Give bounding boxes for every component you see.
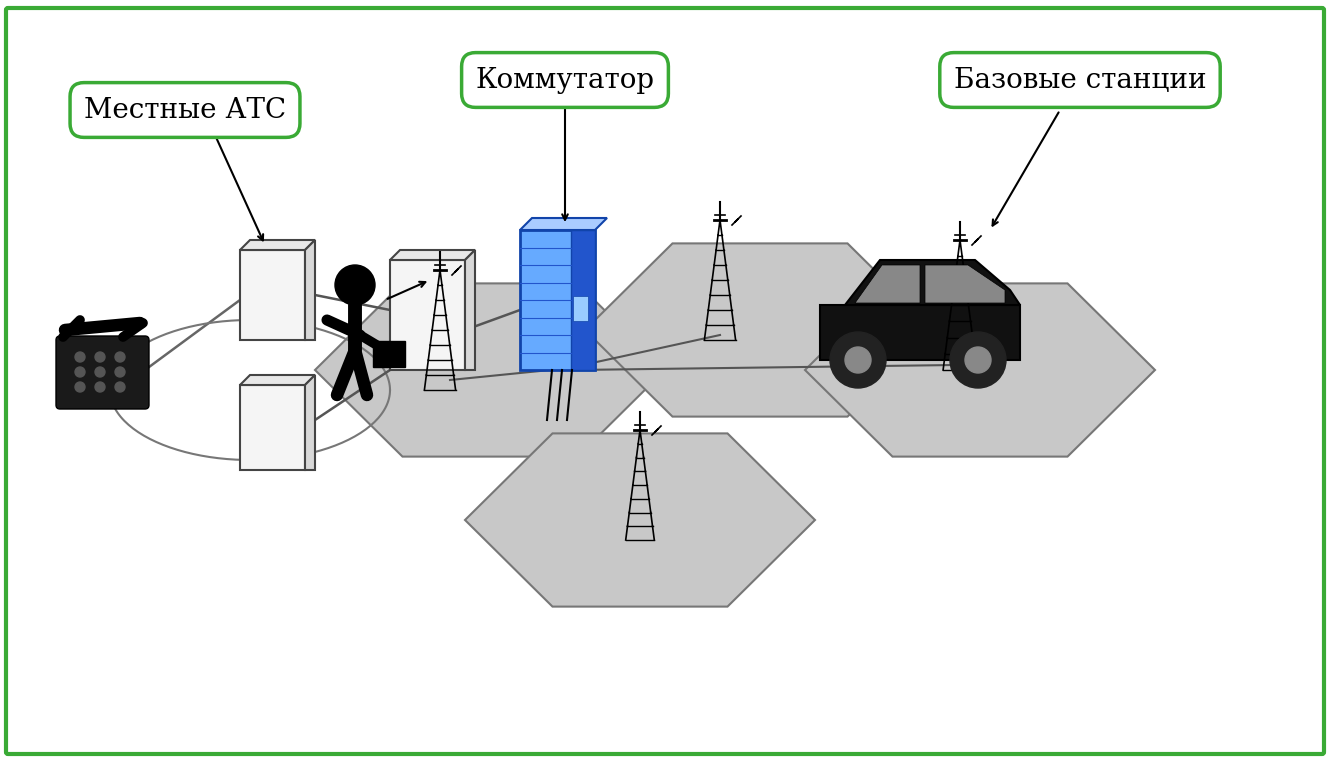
Polygon shape: [465, 433, 815, 606]
Circle shape: [830, 332, 886, 388]
Polygon shape: [844, 260, 1020, 305]
Polygon shape: [585, 243, 935, 416]
FancyBboxPatch shape: [240, 385, 305, 470]
Circle shape: [115, 367, 125, 377]
FancyBboxPatch shape: [56, 336, 149, 409]
Polygon shape: [305, 240, 314, 340]
Circle shape: [115, 352, 125, 362]
Polygon shape: [465, 250, 476, 370]
Circle shape: [75, 352, 85, 362]
Polygon shape: [314, 283, 665, 457]
Polygon shape: [390, 250, 476, 260]
FancyBboxPatch shape: [373, 341, 405, 367]
Text: Коммутатор: Коммутатор: [476, 67, 654, 93]
Circle shape: [950, 332, 1006, 388]
Polygon shape: [240, 375, 314, 385]
Circle shape: [95, 352, 105, 362]
Text: Базовые станции: Базовые станции: [954, 67, 1207, 93]
Circle shape: [95, 367, 105, 377]
FancyBboxPatch shape: [7, 8, 1324, 754]
FancyBboxPatch shape: [240, 250, 305, 340]
Text: Местные АТС: Местные АТС: [84, 97, 286, 123]
Circle shape: [75, 382, 85, 392]
FancyBboxPatch shape: [571, 230, 595, 370]
FancyBboxPatch shape: [390, 260, 465, 370]
Polygon shape: [821, 305, 1020, 360]
Polygon shape: [305, 375, 314, 470]
Circle shape: [964, 347, 991, 373]
Polygon shape: [519, 218, 607, 230]
FancyBboxPatch shape: [519, 230, 595, 370]
Circle shape: [95, 382, 105, 392]
Polygon shape: [924, 265, 1006, 303]
FancyBboxPatch shape: [573, 296, 587, 321]
Polygon shape: [855, 265, 920, 303]
Circle shape: [336, 265, 376, 305]
Polygon shape: [805, 283, 1155, 457]
Polygon shape: [240, 240, 314, 250]
Circle shape: [844, 347, 871, 373]
Circle shape: [75, 367, 85, 377]
Circle shape: [115, 382, 125, 392]
